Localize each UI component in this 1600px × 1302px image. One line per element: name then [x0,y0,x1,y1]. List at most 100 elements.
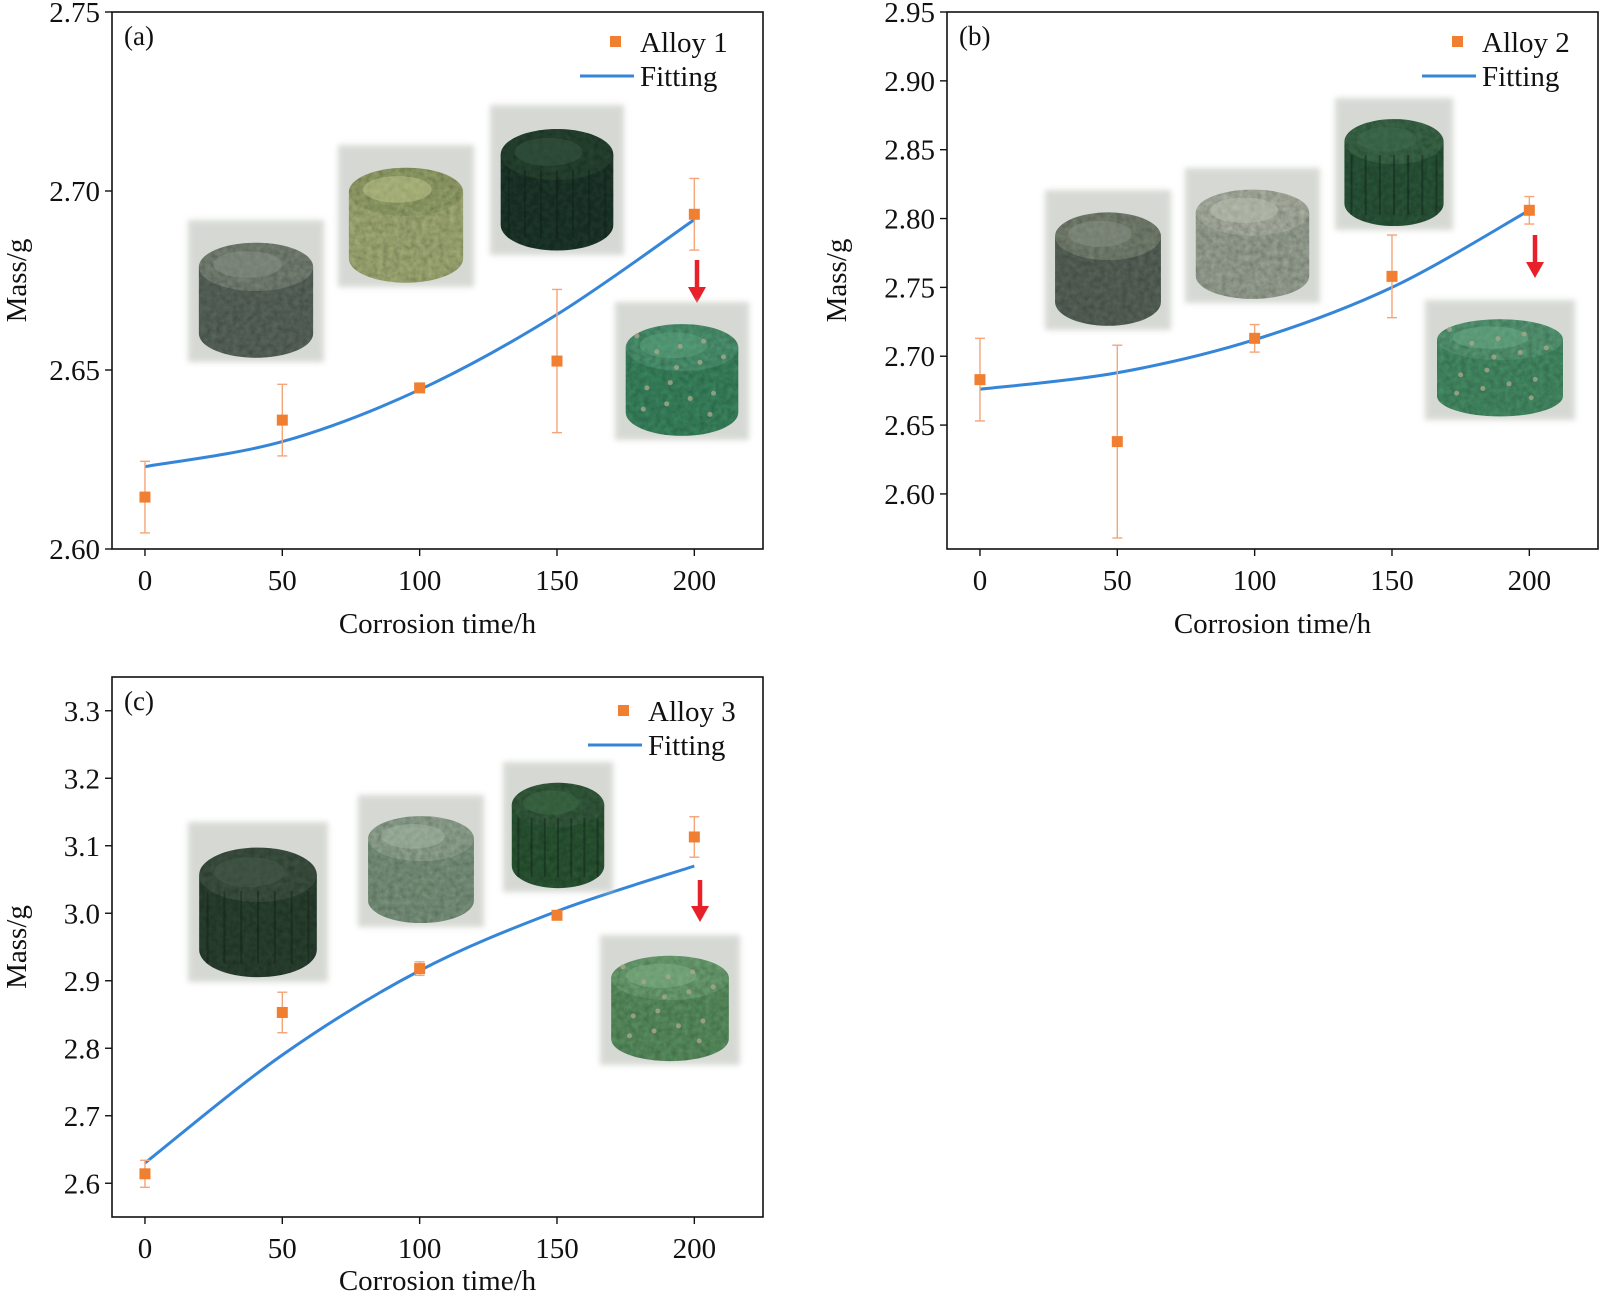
sample-top [511,782,605,828]
sample-pit [674,365,680,371]
sample-pit [711,390,717,396]
sample-pit [654,349,660,355]
x-tick-label: 150 [535,565,579,597]
data-point [414,382,426,394]
y-axis-title: Mass/g [821,239,853,323]
sample-highlight [625,963,697,988]
sample-pit [677,343,683,349]
sample-pit [627,1033,633,1039]
sample-pit [710,984,716,990]
y-tick-label: 3.2 [64,763,100,795]
sample-highlight [1068,220,1132,247]
legend-marker [1452,36,1463,47]
sample-photo [358,795,484,927]
sample-pit [644,385,650,391]
sample-top [199,847,317,902]
sample-body [1055,236,1161,326]
y-tick-label: 2.80 [884,204,935,236]
y-tick-label: 2.9 [64,966,100,998]
sample-top [368,816,474,861]
y-tick-label: 3.1 [64,831,100,863]
data-point [551,355,563,367]
x-tick-label: 50 [268,565,297,597]
sample-pit [655,1008,661,1014]
sample-pit [1458,372,1464,378]
data-point [414,963,426,975]
sample-pit [701,338,707,344]
sample-body [348,191,464,283]
sample-photo [600,935,740,1065]
sample-photo [1335,98,1453,230]
sample-pit [707,411,713,417]
sample-pit [696,1038,702,1044]
data-point [974,374,986,386]
plot-frame [111,11,764,550]
sample-pit [634,333,640,339]
x-tick-label: 200 [673,1233,717,1265]
sample-pit [675,1023,681,1029]
panel-label: (b) [959,21,990,51]
sample-pit [1491,354,1497,360]
y-tick-label: 3.0 [64,898,100,930]
data-point [276,414,288,426]
y-tick-label: 2.65 [49,355,100,387]
panel-label: (a) [124,21,154,51]
x-tick-label: 100 [398,565,442,597]
sample-pit [620,964,626,970]
sample-pit [686,989,692,995]
down-arrow-red-head [691,906,709,922]
sample-highlight [381,823,445,849]
sample-pit [1543,345,1549,351]
sample-photo [503,762,613,892]
sample-pit [697,359,703,365]
sample-pit [651,1028,657,1034]
chart-panel: (c) 2.6 2.7 2.8 2.9 3.0 3.1 3.2 3.3 0 50 100 150 200 C… [1,676,764,1297]
sample-pit [1521,331,1527,337]
data-point [1111,436,1123,448]
sample-highlight [514,137,583,166]
y-tick-label: 2.60 [49,534,100,566]
sample-pit [720,354,726,360]
legend-marker [618,705,629,716]
y-tick-label: 2.6 [64,1168,100,1200]
y-tick-label: 2.95 [884,0,935,29]
plot-frame [111,676,764,1218]
y-axis-title: Mass/g [1,239,33,323]
data-point [688,831,700,843]
legend-marker [610,36,621,47]
panel-label: (c) [124,686,154,716]
x-axis-title: Corrosion time/h [1174,608,1372,640]
y-tick-label: 2.7 [64,1101,100,1133]
data-point [139,491,151,503]
sample-photo [490,105,624,255]
legend-label: Fitting [1482,61,1559,93]
y-tick-label: 2.70 [884,341,935,373]
legend-label: Alloy 2 [1482,27,1570,59]
x-tick-label: 0 [138,1233,153,1265]
sample-pit [630,1013,636,1019]
sample-photo [188,220,324,362]
sample-pit [687,396,693,402]
x-axis-title: Corrosion time/h [339,608,537,640]
y-tick-label: 2.60 [884,479,935,511]
sample-pit [690,969,696,975]
legend-label: Fitting [648,730,725,762]
sample-photo [188,822,328,982]
sample-pit [665,974,671,980]
x-tick-label: 150 [1370,565,1414,597]
data-point [276,1006,288,1018]
x-tick-label: 50 [1103,565,1132,597]
data-point [1249,332,1261,344]
sample-pit [1517,349,1523,355]
sample-highlight [1209,197,1279,223]
sample-pit [1480,386,1486,392]
sample-body [198,266,314,358]
sample-body [1195,212,1310,299]
sample-pit [664,401,670,407]
sample-pit [1506,381,1512,387]
sample-highlight [363,176,432,203]
x-tick-label: 200 [673,565,717,597]
sample-photo [1045,190,1171,330]
sample-pit [661,994,667,1000]
